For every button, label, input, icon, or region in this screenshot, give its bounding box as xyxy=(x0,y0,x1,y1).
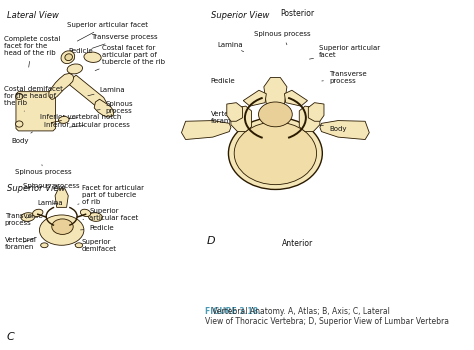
Text: Vertebral Anatomy. A, Atlas; B, Axis; C, Lateral
View of Thoracic Vertebra; D, S: Vertebral Anatomy. A, Atlas; B, Axis; C,… xyxy=(205,307,448,326)
Text: Pedicle: Pedicle xyxy=(211,78,236,84)
Polygon shape xyxy=(227,103,242,121)
Text: Superior View: Superior View xyxy=(211,12,269,20)
Ellipse shape xyxy=(58,117,69,123)
Text: Body: Body xyxy=(318,125,346,132)
Ellipse shape xyxy=(33,209,43,217)
Text: Spinous process: Spinous process xyxy=(23,183,80,189)
Text: Pedicle: Pedicle xyxy=(69,48,93,59)
Text: Spinous process: Spinous process xyxy=(15,164,72,175)
Ellipse shape xyxy=(228,117,322,189)
Ellipse shape xyxy=(41,243,48,248)
Text: Lamina: Lamina xyxy=(38,200,64,206)
Text: Costal demifacet
for the head of
the rib: Costal demifacet for the head of the rib xyxy=(4,86,63,111)
Polygon shape xyxy=(243,90,266,106)
Text: Lateral View: Lateral View xyxy=(7,12,59,20)
Text: Anterior: Anterior xyxy=(282,239,313,248)
Text: Inferior vertebral notch: Inferior vertebral notch xyxy=(40,114,121,120)
Text: Transverse
process: Transverse process xyxy=(322,71,366,84)
Polygon shape xyxy=(231,106,252,132)
Ellipse shape xyxy=(65,54,73,61)
Ellipse shape xyxy=(67,64,82,74)
Polygon shape xyxy=(70,75,107,108)
Text: Inferior articular process: Inferior articular process xyxy=(44,122,130,128)
Polygon shape xyxy=(55,189,68,208)
Ellipse shape xyxy=(52,219,73,234)
Text: Vertebral
foramen: Vertebral foramen xyxy=(5,237,36,250)
Text: Superior articular facet: Superior articular facet xyxy=(67,22,147,41)
Polygon shape xyxy=(308,103,324,121)
Text: Pedicle: Pedicle xyxy=(81,225,114,231)
Ellipse shape xyxy=(16,93,23,99)
Text: Transverse
process: Transverse process xyxy=(5,212,43,226)
Text: Facet for articular
part of tubercle
of rib: Facet for articular part of tubercle of … xyxy=(78,185,144,205)
Text: Complete costal
facet for the
head of the rib: Complete costal facet for the head of th… xyxy=(4,36,60,67)
Ellipse shape xyxy=(89,213,102,221)
Text: FIGURE 3.18.: FIGURE 3.18. xyxy=(205,307,261,316)
Ellipse shape xyxy=(84,52,101,62)
Ellipse shape xyxy=(81,209,91,217)
Polygon shape xyxy=(49,74,73,99)
Text: Vertebral
foramen: Vertebral foramen xyxy=(211,111,243,124)
Ellipse shape xyxy=(39,215,84,245)
Text: D: D xyxy=(207,236,215,246)
Text: Superior View: Superior View xyxy=(7,184,65,192)
Text: Lamina: Lamina xyxy=(88,86,125,96)
Ellipse shape xyxy=(16,121,23,127)
Ellipse shape xyxy=(21,213,35,221)
Text: Spinous
process: Spinous process xyxy=(97,102,133,114)
Text: Lamina: Lamina xyxy=(217,42,244,52)
Text: Costal facet for
articular part of
tubercle of the rib: Costal facet for articular part of tuber… xyxy=(95,45,164,71)
Ellipse shape xyxy=(61,51,75,64)
Ellipse shape xyxy=(234,122,317,185)
Polygon shape xyxy=(16,92,55,131)
Polygon shape xyxy=(94,99,114,117)
Polygon shape xyxy=(299,106,320,132)
Text: Superior articular
facet: Superior articular facet xyxy=(310,45,380,59)
Polygon shape xyxy=(182,121,231,140)
Text: Transverse process: Transverse process xyxy=(91,34,158,48)
Text: C: C xyxy=(7,332,15,342)
Polygon shape xyxy=(320,121,369,140)
Polygon shape xyxy=(284,90,308,106)
Text: Superior
articular facet: Superior articular facet xyxy=(83,208,138,221)
Text: Posterior: Posterior xyxy=(280,9,314,18)
Ellipse shape xyxy=(258,102,292,127)
Text: Superior
demifacet: Superior demifacet xyxy=(75,239,117,252)
Ellipse shape xyxy=(75,243,82,248)
Polygon shape xyxy=(264,77,287,104)
Text: Body: Body xyxy=(12,132,32,143)
Text: Spinous process: Spinous process xyxy=(255,32,311,45)
